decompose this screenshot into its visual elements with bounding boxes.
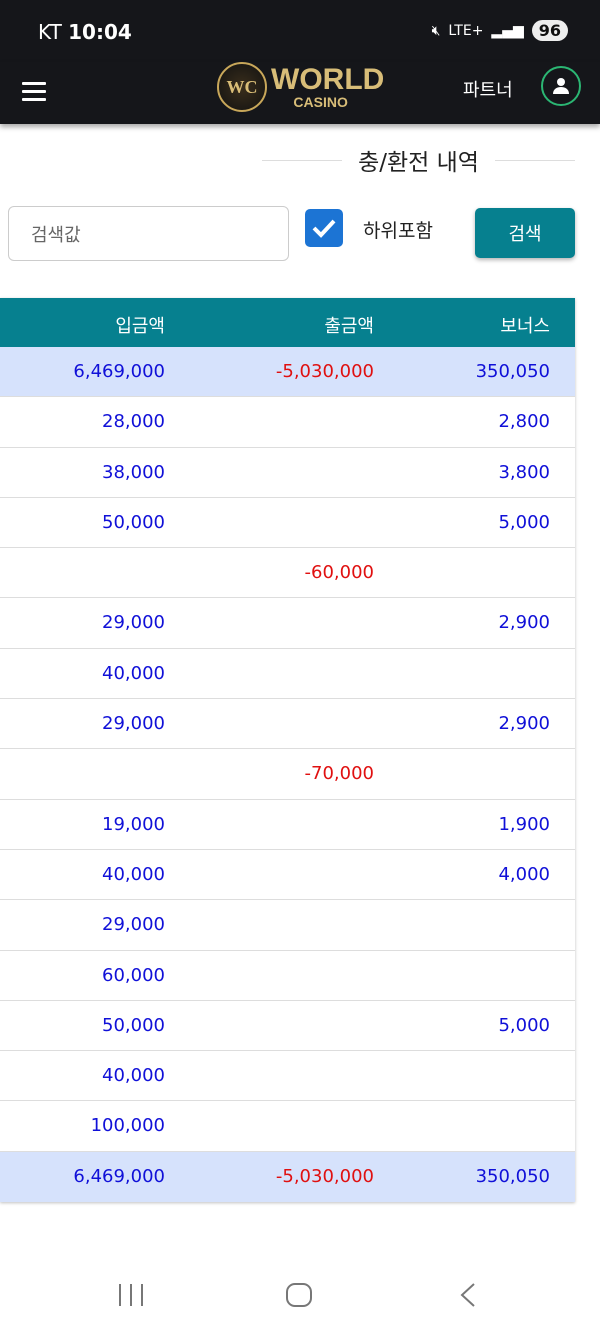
signal-icon: ▂▄▆ xyxy=(491,22,524,39)
user-icon[interactable] xyxy=(541,66,581,106)
bonus-cell: 2,900 xyxy=(498,612,550,634)
bonus-cell: 5,000 xyxy=(498,511,550,533)
bonus-cell: 2,900 xyxy=(498,713,550,735)
table-row: 40,000 xyxy=(0,1051,575,1102)
deposit-cell: 40,000 xyxy=(102,863,165,885)
table-row: 100,000 xyxy=(0,1101,575,1152)
withdraw-cell: -70,000 xyxy=(304,763,374,785)
table-row: 29,000 xyxy=(0,900,575,951)
back-icon xyxy=(460,1283,475,1307)
header-withdraw: 출금액 xyxy=(324,316,374,337)
home-icon xyxy=(286,1283,312,1307)
battery: 96 xyxy=(531,20,568,41)
table-row: 50,000 5,000 xyxy=(0,498,575,549)
deposit-cell: 50,000 xyxy=(102,1014,165,1036)
mute-icon: 🔇︎ xyxy=(431,22,441,39)
table-row: -60,000 xyxy=(0,548,575,599)
logo[interactable]: WC WORLD CASINO xyxy=(217,62,384,112)
bonus-cell: 5,000 xyxy=(498,1014,550,1036)
header-bonus: 보너스 xyxy=(500,316,550,337)
menu-icon[interactable] xyxy=(22,82,46,106)
search-input[interactable]: 검색값 xyxy=(8,206,289,261)
deposit-cell: 29,000 xyxy=(102,914,165,936)
deposit-cell: 38,000 xyxy=(102,461,165,483)
table-header: 입금액 출금액 보너스 xyxy=(0,298,575,347)
table-row: 40,000 4,000 xyxy=(0,850,575,901)
page-title: 충/환전 내역 xyxy=(262,143,575,177)
table-row: 29,000 2,900 xyxy=(0,598,575,649)
clock: 10:04 xyxy=(68,20,132,44)
app-bar: WC WORLD CASINO 파트너 xyxy=(0,62,600,124)
deposit-cell: 60,000 xyxy=(102,964,165,986)
summary-row-top: 6,469,000 -5,030,000 350,050 xyxy=(0,347,575,398)
table-row: 40,000 xyxy=(0,649,575,700)
withdraw-cell: -60,000 xyxy=(304,562,374,584)
table-row: 19,000 1,900 xyxy=(0,800,575,850)
table-row: 28,000 2,800 xyxy=(0,397,575,448)
recent-apps-icon xyxy=(119,1284,143,1306)
include-sub-label: 하위포함 xyxy=(363,220,433,242)
table-row: 50,000 5,000 xyxy=(0,1001,575,1052)
include-sub-checkbox[interactable] xyxy=(305,209,343,247)
deposit-cell: 29,000 xyxy=(102,713,165,735)
deposit-cell: 100,000 xyxy=(90,1115,165,1137)
deposit-cell: 40,000 xyxy=(102,1065,165,1087)
history-table: 입금액 출금액 보너스 6,469,000 -5,030,000 350,050… xyxy=(0,298,575,1203)
table-row: -70,000 xyxy=(0,749,575,800)
bonus-cell: 3,800 xyxy=(498,461,550,483)
bonus-cell: 4,000 xyxy=(498,863,550,885)
partner-link[interactable]: 파트너 xyxy=(463,80,513,101)
deposit-cell: 40,000 xyxy=(102,662,165,684)
deposit-cell: 29,000 xyxy=(102,612,165,634)
deposit-cell: 28,000 xyxy=(102,411,165,433)
summary-row-bottom: 6,469,000 -5,030,000 350,050 xyxy=(0,1151,575,1203)
search-button[interactable]: 검색 xyxy=(475,208,575,258)
status-bar: KT 10:04 🔇︎ LTE+ ▂▄▆ 96 xyxy=(0,0,600,62)
bonus-cell: 1,900 xyxy=(498,813,550,835)
network-label: LTE+ xyxy=(448,22,484,39)
table-row: 29,000 2,900 xyxy=(0,699,575,750)
bonus-cell: 2,800 xyxy=(498,411,550,433)
deposit-cell: 50,000 xyxy=(102,511,165,533)
header-deposit: 입금액 xyxy=(115,316,165,337)
system-nav-bar xyxy=(119,1283,475,1307)
table-row: 60,000 xyxy=(0,951,575,1001)
carrier: KT 10:04 xyxy=(38,20,132,44)
deposit-cell: 19,000 xyxy=(102,813,165,835)
table-row: 38,000 3,800 xyxy=(0,448,575,498)
